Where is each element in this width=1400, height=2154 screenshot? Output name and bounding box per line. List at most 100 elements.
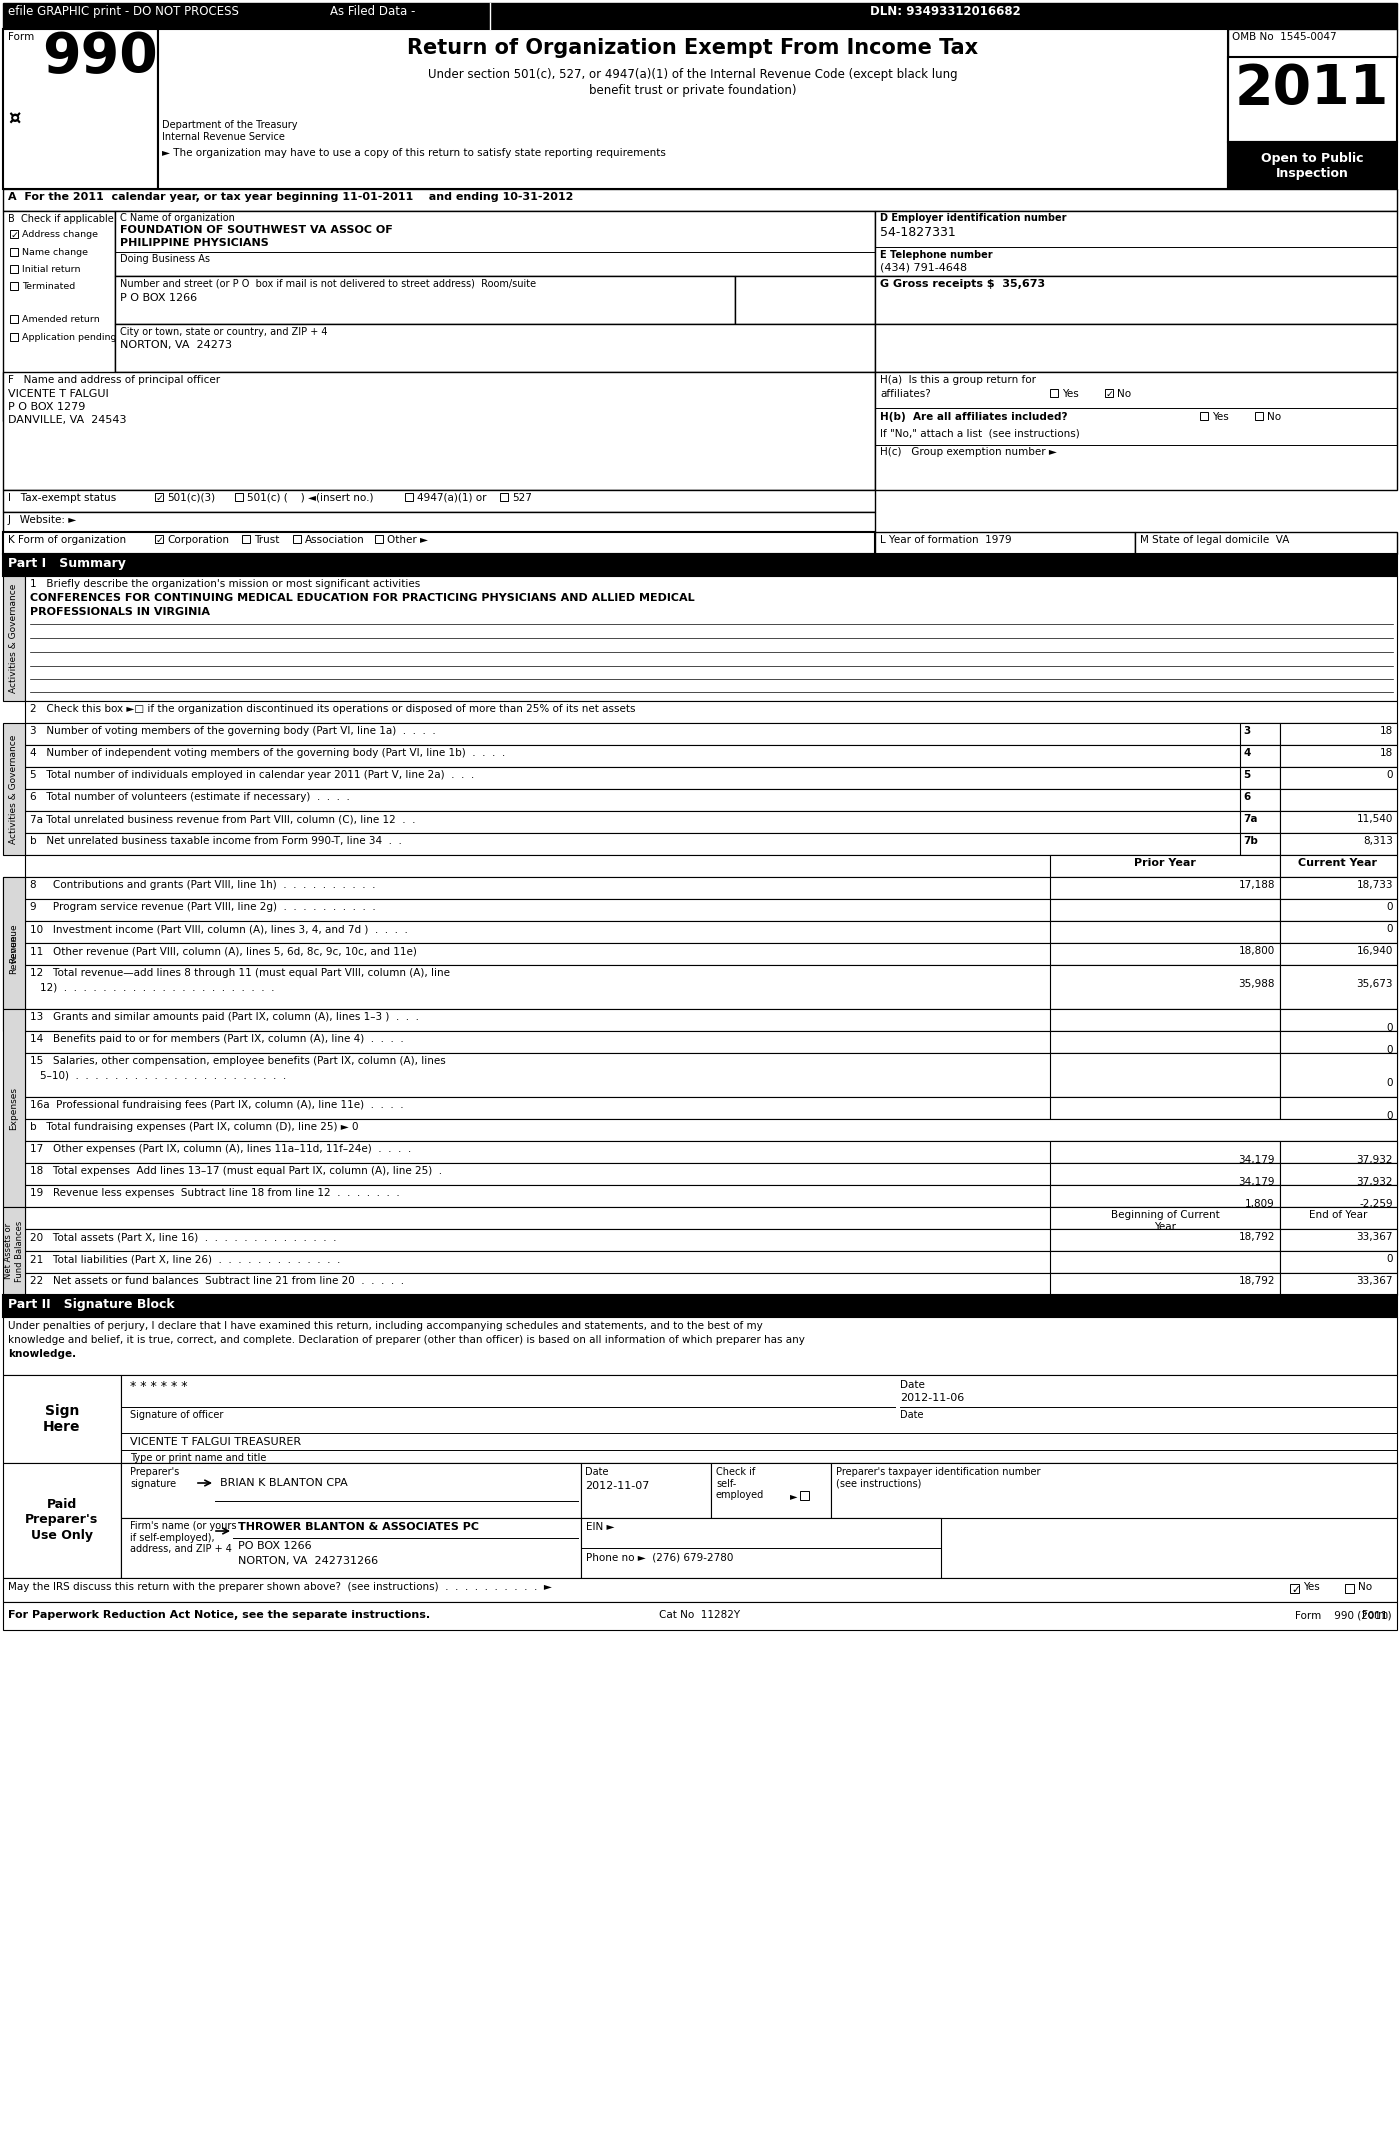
Bar [25,1273,1397,1295]
Bar [10,265,18,274]
Bar [1280,1273,1397,1295]
Bar [115,211,875,276]
Bar [375,534,384,543]
Text: FOUNDATION OF SOUTHWEST VA ASSOC OF: FOUNDATION OF SOUTHWEST VA ASSOC OF [120,224,393,235]
Bar [3,211,115,420]
Bar [405,493,413,502]
Text: 501(c)(3): 501(c)(3) [167,493,216,504]
Text: ►: ► [790,1491,798,1501]
Bar [1280,922,1397,943]
Text: efile GRAPHIC print - DO NOT PROCESS: efile GRAPHIC print - DO NOT PROCESS [8,4,239,17]
Text: C Name of organization: C Name of organization [120,213,235,224]
Text: 35,673: 35,673 [1357,980,1393,989]
Bar [120,1519,581,1579]
Text: knowledge.: knowledge. [8,1348,76,1359]
Text: 14   Benefits paid to or for members (Part IX, column (A), line 4)  .  .  .  .: 14 Benefits paid to or for members (Part… [29,1034,403,1045]
Text: 2012-11-06: 2012-11-06 [900,1394,965,1402]
Text: benefit trust or private foundation): benefit trust or private foundation) [589,84,797,97]
Text: BRIAN K BLANTON CPA: BRIAN K BLANTON CPA [220,1478,347,1488]
Text: ✓: ✓ [11,230,20,239]
Text: ✓: ✓ [1106,390,1114,398]
Bar [3,28,158,190]
Bar [3,877,25,1032]
Text: 1,809: 1,809 [1245,1200,1275,1208]
Text: 34,179: 34,179 [1239,1176,1275,1187]
Text: 0: 0 [1386,1023,1393,1034]
Text: 0: 0 [1386,924,1393,935]
Text: Department of the Treasury: Department of the Treasury [162,121,297,129]
Text: 2011: 2011 [1235,62,1389,116]
Text: 12)  .  .  .  .  .  .  .  .  .  .  .  .  .  .  .  .  .  .  .  .  .  .: 12) . . . . . . . . . . . . . . . . . . … [41,982,274,993]
Bar [1050,1032,1280,1053]
Text: 18,792: 18,792 [1239,1232,1275,1243]
Bar [1345,1583,1354,1594]
Text: 13   Grants and similar amounts paid (Part IX, column (A), lines 1–3 )  .  .  .: 13 Grants and similar amounts paid (Part… [29,1012,419,1021]
Text: 4   Number of independent voting members of the governing body (Part VI, line 1b: 4 Number of independent voting members o… [29,747,505,758]
Bar [242,534,251,543]
Text: Part I   Summary: Part I Summary [8,558,126,571]
Text: Association: Association [305,534,365,545]
Text: 20   Total assets (Part X, line 16)  .  .  .  .  .  .  .  .  .  .  .  .  .  .: 20 Total assets (Part X, line 16) . . . … [29,1232,336,1243]
Text: H(c)   Group exemption number ►: H(c) Group exemption number ► [881,448,1057,457]
Bar [1105,390,1113,396]
Text: Phone no ►  (276) 679-2780: Phone no ► (276) 679-2780 [587,1553,734,1562]
Text: ✓: ✓ [155,536,164,545]
Text: 0: 0 [1386,1077,1393,1088]
Bar [1280,724,1397,745]
Text: 18: 18 [1380,726,1393,737]
Bar [3,1579,1397,1603]
Text: 2   Check this box ►□ if the organization discontinued its operations or dispose: 2 Check this box ►□ if the organization … [29,704,636,713]
Bar [120,1374,1397,1463]
Bar [1050,855,1280,877]
Text: D Employer identification number: D Employer identification number [881,213,1067,224]
Text: Date: Date [585,1467,609,1478]
Text: 1   Briefly describe the organization's mission or most significant activities: 1 Briefly describe the organization's mi… [29,579,420,588]
Text: Return of Organization Exempt From Income Tax: Return of Organization Exempt From Incom… [407,39,979,58]
Text: Firm's name (or yours
if self-employed),
address, and ZIP + 4: Firm's name (or yours if self-employed),… [130,1521,237,1555]
Text: Activities & Governance: Activities & Governance [10,735,18,844]
Bar [875,373,1397,489]
Bar [25,812,1397,834]
Bar [158,28,1228,190]
Text: J   Website: ►: J Website: ► [8,515,77,526]
Text: P O BOX 1266: P O BOX 1266 [120,293,197,304]
Bar [3,1603,1397,1631]
Text: 3   Number of voting members of the governing body (Part VI, line 1a)  .  .  .  : 3 Number of voting members of the govern… [29,726,435,737]
Text: 18   Total expenses  Add lines 13–17 (must equal Part IX, column (A), line 25)  : 18 Total expenses Add lines 13–17 (must … [29,1165,442,1176]
Bar [25,855,1397,877]
Text: Yes: Yes [1303,1581,1320,1592]
Bar [10,248,18,256]
Text: Form    990 (2011): Form 990 (2011) [1295,1609,1392,1620]
Bar [1050,1251,1280,1273]
Bar [1135,532,1397,554]
Bar [25,965,1397,1008]
Bar [25,575,1397,700]
Bar [3,1295,1397,1316]
Text: 2012-11-07: 2012-11-07 [585,1482,650,1491]
Text: 10   Investment income (Part VIII, column (A), lines 3, 4, and 7d )  .  .  .  .: 10 Investment income (Part VIII, column … [29,924,407,935]
Text: 5–10)  .  .  .  .  .  .  .  .  .  .  .  .  .  .  .  .  .  .  .  .  .  .: 5–10) . . . . . . . . . . . . . . . . . … [41,1071,286,1079]
Text: End of Year: End of Year [1309,1211,1368,1219]
Text: affiliates?: affiliates? [881,390,931,398]
Text: For Paperwork Reduction Act Notice, see the separate instructions.: For Paperwork Reduction Act Notice, see … [8,1609,430,1620]
Bar [120,1463,1397,1579]
Text: EIN ►: EIN ► [587,1523,615,1531]
Bar [1254,411,1263,420]
Bar [3,1463,120,1579]
Text: 35,988: 35,988 [1239,980,1275,989]
Bar [1280,1142,1397,1163]
Bar [155,534,162,543]
Bar [1240,812,1280,834]
Bar [25,767,1397,788]
Text: No: No [1117,390,1131,398]
Text: Type or print name and title: Type or print name and title [130,1454,266,1463]
Bar [581,1519,941,1579]
Text: 0: 0 [1386,1254,1393,1264]
Bar [1050,1273,1280,1295]
Text: K Form of organization: K Form of organization [8,534,126,545]
Bar [1289,1583,1299,1594]
Text: 3: 3 [1243,726,1250,737]
Bar [3,877,25,1008]
Text: 33,367: 33,367 [1357,1232,1393,1243]
Bar [1280,1230,1397,1251]
